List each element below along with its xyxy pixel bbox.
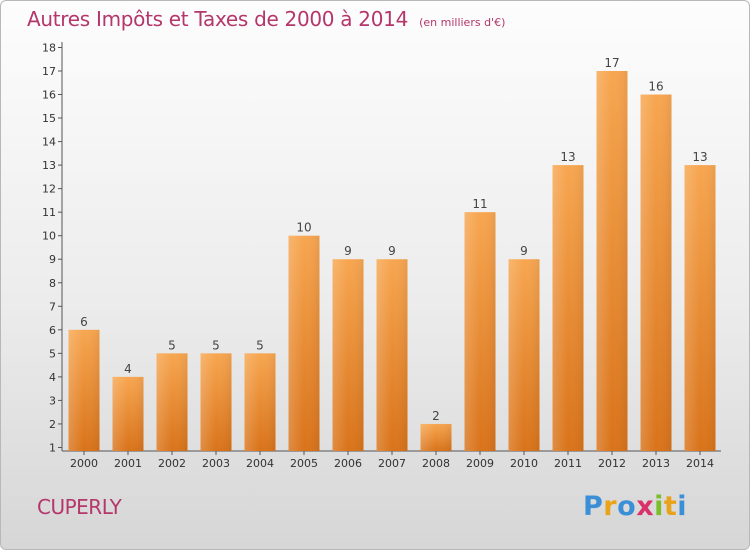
y-tick-label: 18 (42, 41, 56, 54)
logo-letter: P (583, 491, 604, 522)
y-tick-label: 5 (49, 347, 56, 360)
bar-highlight (200, 353, 232, 451)
proxiti-logo: Proxiti (583, 491, 687, 522)
bar-value-label: 5 (256, 338, 264, 352)
y-tick-label: 4 (49, 371, 56, 384)
y-tick-label: 15 (42, 112, 56, 125)
bar-value-label: 9 (388, 244, 396, 258)
logo-letter: t (663, 491, 678, 522)
bar-highlight (596, 70, 628, 451)
y-tick-label: 16 (42, 89, 56, 102)
logo-letter: r (603, 491, 618, 522)
x-tick-label: 2001 (114, 457, 142, 470)
y-tick-label: 17 (42, 65, 56, 78)
bar-value-label: 13 (560, 150, 575, 164)
x-tick-label: 2008 (422, 457, 450, 470)
bar-highlight (552, 165, 584, 451)
bar-value-label: 2 (432, 409, 440, 423)
bar-value-label: 11 (472, 197, 487, 211)
bar-highlight (244, 353, 276, 451)
bar-value-label: 5 (168, 338, 176, 352)
bar-highlight (332, 259, 364, 451)
x-tick-label: 2013 (642, 457, 670, 470)
x-tick-label: 2004 (246, 457, 274, 470)
y-tick-label: 6 (49, 324, 56, 337)
y-tick-label: 1 (49, 441, 56, 454)
y-tick-label: 13 (42, 159, 56, 172)
x-tick-label: 2010 (510, 457, 538, 470)
bar-value-label: 16 (648, 80, 663, 94)
y-tick-label: 3 (49, 394, 56, 407)
x-tick-label: 2003 (202, 457, 230, 470)
bar-highlight (464, 212, 496, 451)
logo-letter: o (617, 491, 637, 522)
bar-highlight (288, 235, 320, 451)
chart-title: Autres Impôts et Taxes de 2000 à 2014 (27, 7, 408, 31)
x-tick-label: 2007 (378, 457, 406, 470)
bar-value-label: 9 (520, 244, 528, 258)
bar-value-label: 13 (692, 150, 707, 164)
y-tick-label: 2 (49, 418, 56, 431)
logo-letter: i (677, 491, 688, 522)
x-tick-label: 2005 (290, 457, 318, 470)
bar-value-label: 9 (344, 244, 352, 258)
y-tick-label: 7 (49, 300, 56, 313)
bar-highlight (640, 94, 672, 451)
chart-subtitle: (en milliers d'€) (419, 16, 506, 29)
x-tick-label: 2009 (466, 457, 494, 470)
logo-letter: x (636, 491, 655, 522)
x-tick-label: 2014 (686, 457, 714, 470)
bar-value-label: 5 (212, 338, 220, 352)
bar-value-label: 4 (124, 362, 132, 376)
bar-highlight (420, 423, 452, 451)
x-tick-label: 2000 (70, 457, 98, 470)
bar-highlight (376, 259, 408, 451)
bar-highlight (156, 353, 188, 451)
y-tick-label: 14 (42, 136, 56, 149)
y-tick-label: 8 (49, 277, 56, 290)
y-tick-label: 11 (42, 206, 56, 219)
bar-highlight (112, 376, 144, 451)
x-tick-label: 2006 (334, 457, 362, 470)
y-tick-label: 10 (42, 230, 56, 243)
title-row: Autres Impôts et Taxes de 2000 à 2014 (e… (27, 7, 505, 31)
bar-highlight (508, 259, 540, 451)
bar-value-label: 6 (80, 315, 88, 329)
y-tick-label: 12 (42, 183, 56, 196)
bar-highlight (684, 165, 716, 451)
bar-highlight (68, 329, 100, 451)
place-name: CUPERLY (37, 495, 122, 519)
bar-value-label: 10 (296, 221, 311, 235)
x-tick-label: 2002 (158, 457, 186, 470)
bar-value-label: 17 (604, 56, 619, 70)
x-tick-label: 2012 (598, 457, 626, 470)
y-tick-label: 9 (49, 253, 56, 266)
logo-letter: i (654, 491, 664, 522)
x-tick-label: 2011 (554, 457, 582, 470)
